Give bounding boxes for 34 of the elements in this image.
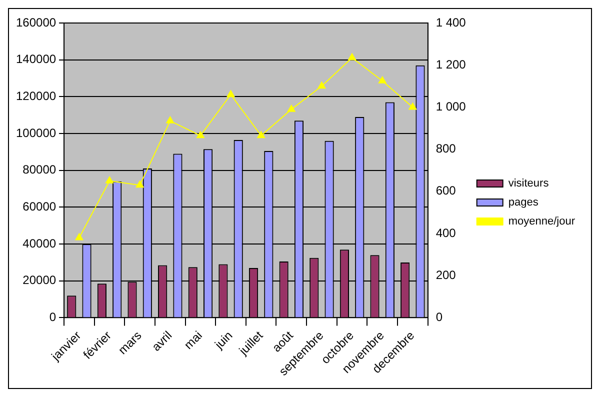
y-tick-label: 60000 xyxy=(22,200,56,214)
y-tick-label: 40000 xyxy=(22,236,56,250)
y2-tick-label: 400 xyxy=(436,226,456,240)
point xyxy=(378,76,386,84)
y-tick-label: 100000 xyxy=(16,126,56,140)
x-tick-label: mai xyxy=(181,328,205,352)
point xyxy=(318,82,326,89)
y2-tick-label: 1 000 xyxy=(436,100,466,114)
point xyxy=(106,176,114,184)
y-tick-label: 80000 xyxy=(22,162,56,177)
y-tick-label: 160000 xyxy=(16,15,56,30)
x-tick-label: juin xyxy=(211,328,236,352)
y-tick-label: 20000 xyxy=(22,273,56,288)
y2-tick-label: 800 xyxy=(436,142,456,156)
point xyxy=(348,53,356,60)
y2-tick-label: 600 xyxy=(436,184,456,198)
legend-label: visiteurs xyxy=(508,178,550,190)
point xyxy=(75,233,84,240)
legend-label: moyenne/jour xyxy=(508,216,576,228)
y-tick-label: 120000 xyxy=(16,88,56,103)
point xyxy=(257,131,266,138)
y-tick-label: 140000 xyxy=(16,52,56,66)
point xyxy=(287,104,296,112)
y2-tick-label: 1 200 xyxy=(436,57,466,72)
y2-tick-label: 200 xyxy=(436,268,456,282)
point xyxy=(408,102,417,110)
point xyxy=(166,116,174,124)
y2-tick-label: 1 400 xyxy=(436,15,466,30)
legend-label: pages xyxy=(508,196,539,209)
point xyxy=(136,180,144,188)
y-tick-label: 0 xyxy=(49,310,56,324)
point xyxy=(196,131,204,138)
y2-tick-label: 0 xyxy=(436,310,443,324)
point xyxy=(226,90,235,98)
